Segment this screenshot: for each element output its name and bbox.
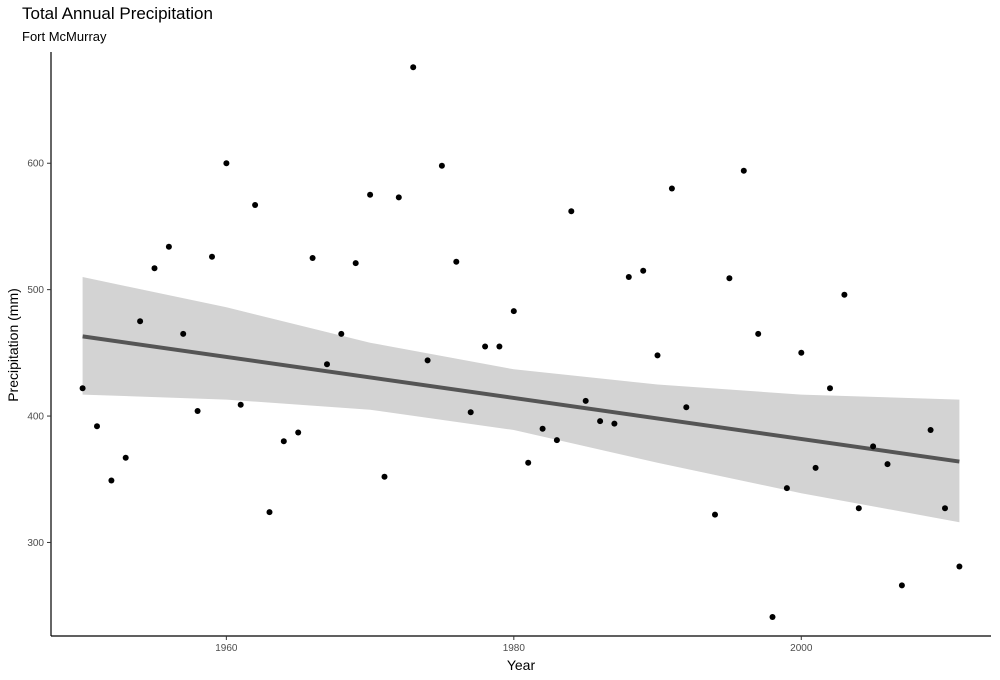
data-point xyxy=(381,473,388,480)
data-point xyxy=(252,202,259,208)
data-point xyxy=(769,614,776,620)
data-point xyxy=(942,505,948,512)
data-point xyxy=(898,582,905,589)
chart-title: Total Annual Precipitation xyxy=(22,4,213,23)
data-point xyxy=(654,352,661,359)
y-tick-label: 600 xyxy=(27,159,44,170)
data-point xyxy=(798,349,805,356)
data-point xyxy=(108,477,115,484)
data-point xyxy=(597,418,604,425)
data-point xyxy=(194,408,201,414)
data-point xyxy=(668,185,675,192)
data-point xyxy=(855,505,862,512)
data-point xyxy=(611,420,618,427)
trend-line-layer xyxy=(82,334,960,464)
data-point xyxy=(510,308,517,315)
data-point xyxy=(338,330,345,337)
data-point xyxy=(812,464,819,471)
data-point xyxy=(266,509,273,516)
data-point xyxy=(625,274,632,280)
data-point xyxy=(740,167,747,174)
y-axis-title: Precipitation (mm) xyxy=(5,288,21,402)
trend-line xyxy=(82,334,960,464)
data-point xyxy=(367,191,374,198)
data-point xyxy=(209,253,215,260)
data-point xyxy=(827,385,833,392)
data-point xyxy=(726,275,733,282)
data-point xyxy=(165,243,172,250)
data-point xyxy=(683,404,690,411)
data-point xyxy=(223,160,230,167)
y-tick-label: 400 xyxy=(27,412,44,423)
data-point xyxy=(870,443,877,450)
data-point xyxy=(582,397,589,404)
data-point xyxy=(424,357,431,364)
data-point xyxy=(79,385,86,392)
data-point xyxy=(453,258,460,265)
chart-subtitle: Fort McMurray xyxy=(22,29,107,44)
data-point xyxy=(180,330,187,337)
data-point xyxy=(94,423,100,430)
data-point xyxy=(884,461,891,468)
data-point xyxy=(956,563,963,570)
data-points-layer xyxy=(79,64,963,620)
data-point xyxy=(927,427,934,433)
x-axis-title: Year xyxy=(507,657,536,673)
data-point xyxy=(280,438,287,445)
x-tick-label: 1960 xyxy=(215,643,238,654)
data-point xyxy=(783,485,790,492)
data-point xyxy=(496,343,503,350)
x-tick-label: 1980 xyxy=(503,643,526,654)
data-point xyxy=(841,291,848,298)
x-tick-label: 2000 xyxy=(790,643,813,654)
data-point xyxy=(151,265,158,272)
data-point xyxy=(395,194,402,201)
y-tick-label: 300 xyxy=(27,538,44,549)
data-point xyxy=(438,162,445,169)
data-point xyxy=(309,255,316,261)
data-point xyxy=(482,343,489,350)
data-point xyxy=(568,208,575,215)
y-tick-label: 500 xyxy=(27,285,44,296)
data-point xyxy=(525,459,532,466)
data-point xyxy=(640,267,647,274)
data-point xyxy=(539,425,546,432)
data-point xyxy=(553,437,560,444)
data-point xyxy=(137,318,144,325)
data-point xyxy=(237,401,244,408)
data-point xyxy=(467,409,474,416)
axes-layer: 1960 1980 2000 300 400 500 600 xyxy=(27,52,991,654)
data-point xyxy=(410,64,417,71)
data-point xyxy=(324,361,330,368)
data-point xyxy=(712,511,718,518)
data-point xyxy=(295,429,302,436)
data-point xyxy=(122,454,129,461)
data-point xyxy=(352,260,359,267)
data-point xyxy=(755,330,762,337)
